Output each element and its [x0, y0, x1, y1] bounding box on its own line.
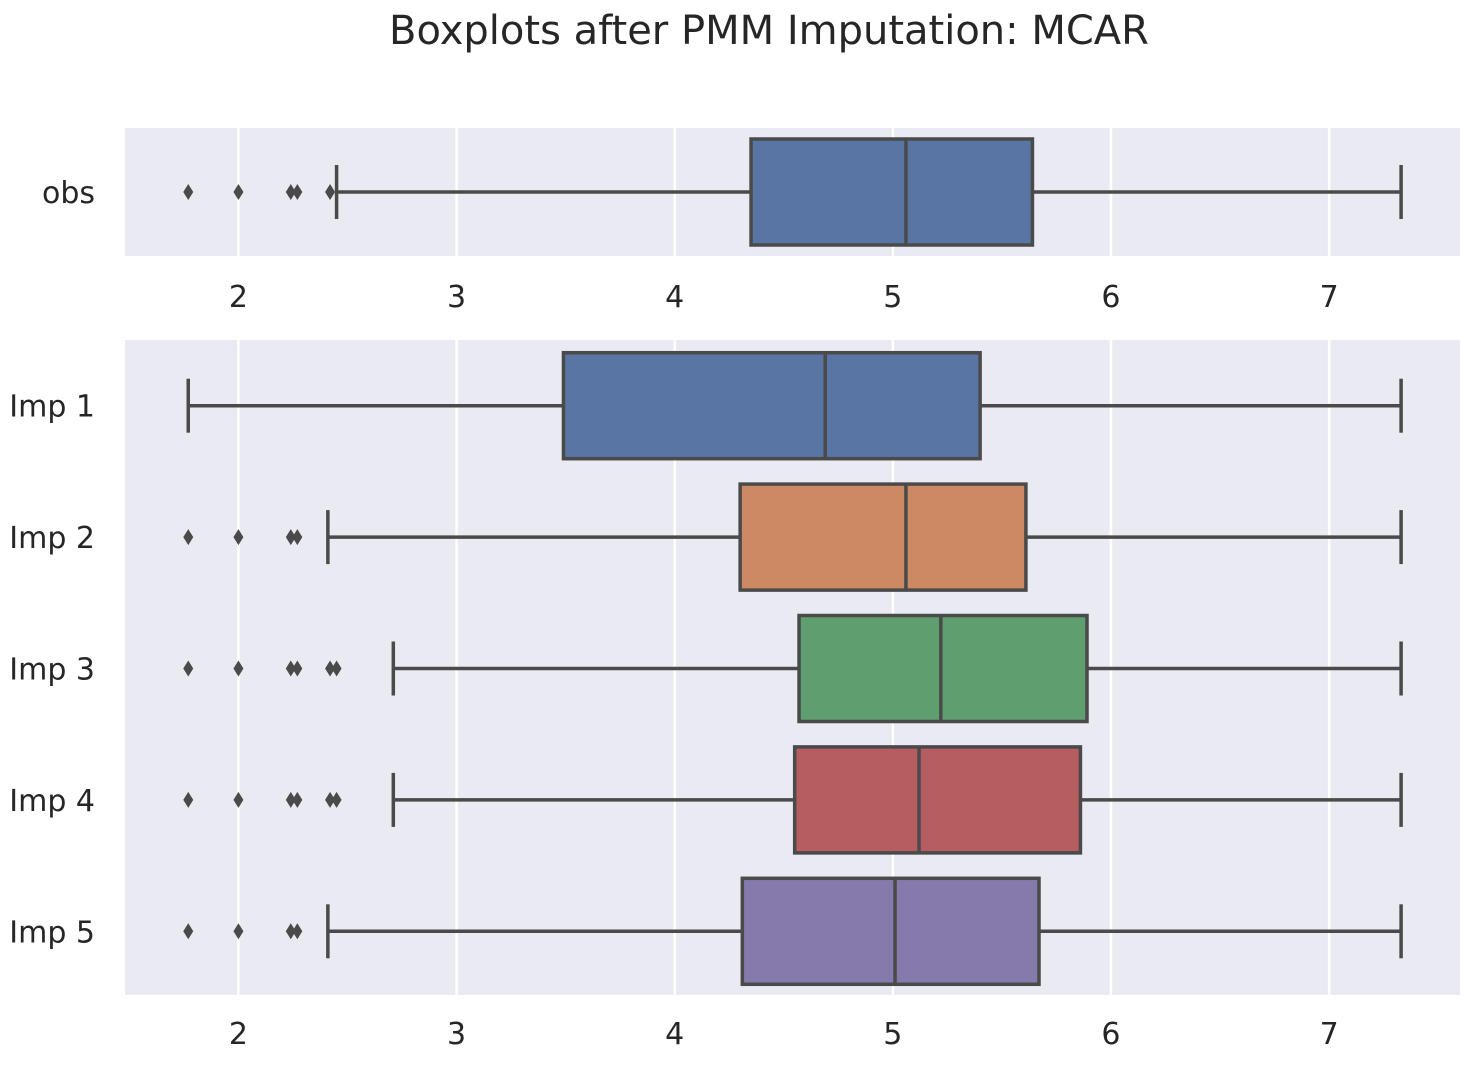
- panel-top: 2 3 4 5 6 7 obs: [42, 128, 1460, 315]
- outlier-point: [233, 529, 244, 546]
- y-tick-label: Imp 1: [9, 390, 95, 425]
- outlier-point: [292, 184, 303, 200]
- outlier-point: [292, 529, 303, 546]
- outlier-point: [331, 660, 342, 677]
- y-tick-label: Imp 5: [9, 915, 95, 950]
- outlier-point: [233, 791, 244, 808]
- iqr-box: [792, 745, 1083, 855]
- plot-panels: 2 3 4 5 6 7 obs 2 3 4 5 6 7 Imp 1 Imp 2 Imp 3 Imp 4 Imp 5: [9, 128, 1460, 1052]
- x-tick-label: 5: [883, 1017, 902, 1052]
- x-tick-label: 5: [883, 280, 902, 315]
- outlier-point: [183, 923, 194, 940]
- outlier-point: [233, 923, 244, 940]
- x-tick-label: 3: [447, 1017, 466, 1052]
- iqr-box: [738, 482, 1028, 592]
- x-tick-label: 3: [447, 280, 466, 315]
- chart-title: Boxplots after PMM Imputation: MCAR: [389, 8, 1149, 54]
- outlier-point: [285, 791, 296, 808]
- outlier-point: [292, 923, 303, 940]
- x-tick-label: 2: [229, 1017, 248, 1052]
- box-imp-1: Imp 1: [9, 350, 1403, 461]
- iqr-box: [740, 876, 1041, 987]
- box-imp-3: Imp 3: [9, 613, 1403, 724]
- y-tick-label: Imp 4: [9, 784, 95, 819]
- y-tick-label: obs: [42, 176, 95, 211]
- outlier-point: [285, 660, 296, 677]
- iqr-box: [561, 350, 982, 461]
- outlier-point: [292, 791, 303, 808]
- y-tick-label: Imp 2: [9, 521, 95, 556]
- outlier-point: [285, 529, 296, 546]
- outlier-point: [183, 660, 194, 677]
- x-tick-label: 6: [1101, 280, 1120, 315]
- outlier-point: [325, 791, 336, 808]
- box-imp-4: Imp 4: [9, 745, 1403, 855]
- x-tick-label: 6: [1101, 1017, 1120, 1052]
- x-tick-label: 7: [1320, 1017, 1339, 1052]
- box-obs: obs: [42, 137, 1403, 247]
- outlier-point: [331, 791, 342, 808]
- iqr-box: [797, 613, 1089, 724]
- x-tick-label: 2: [229, 280, 248, 315]
- panel-bottom: 2 3 4 5 6 7 Imp 1 Imp 2 Imp 3 Imp 4 Imp 5: [9, 340, 1460, 1052]
- outlier-point: [233, 184, 244, 200]
- y-tick-label: Imp 3: [9, 653, 95, 688]
- outlier-point: [183, 791, 194, 808]
- outlier-point: [183, 184, 194, 200]
- outlier-point: [285, 923, 296, 940]
- outlier-point: [325, 184, 336, 200]
- outlier-point: [292, 660, 303, 677]
- outlier-point: [325, 660, 336, 677]
- outlier-point: [285, 184, 296, 200]
- outlier-point: [233, 660, 244, 677]
- outlier-point: [183, 529, 194, 546]
- box-imp-5: Imp 5: [9, 876, 1403, 987]
- box-imp-2: Imp 2: [9, 482, 1403, 592]
- iqr-box: [749, 137, 1035, 247]
- x-tick-label: 4: [665, 280, 684, 315]
- x-tick-label: 7: [1320, 280, 1339, 315]
- x-tick-label: 4: [665, 1017, 684, 1052]
